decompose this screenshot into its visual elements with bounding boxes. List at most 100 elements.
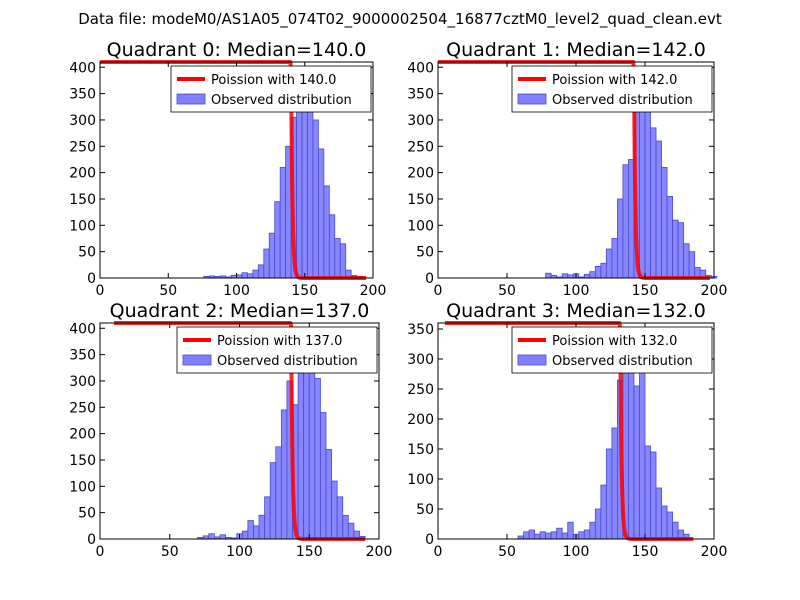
histogram-bar (534, 533, 541, 540)
histogram-bar (650, 127, 657, 279)
histogram-bar (328, 214, 336, 279)
histogram-bar (252, 269, 259, 279)
y-tick-label: 100 (69, 218, 96, 234)
histogram-bar (578, 531, 585, 540)
histogram-bar (274, 201, 281, 279)
y-tick-label: 300 (407, 113, 434, 129)
x-tick-label: 200 (701, 544, 728, 560)
histogram-bar (325, 449, 332, 540)
x-tick-label: 0 (434, 544, 443, 560)
histogram-bar (545, 532, 552, 540)
histogram-bar (611, 238, 618, 279)
histogram-bar (320, 412, 327, 540)
x-tick-label: 50 (161, 544, 179, 560)
histogram-bar (683, 243, 690, 279)
figure-suptitle: Data file: modeM0/AS1A05_074T02_90000025… (78, 10, 722, 29)
histogram-bar (314, 377, 321, 540)
histogram-bar (666, 511, 674, 540)
legend: Poission with 140.0 Observed distribution (170, 65, 372, 113)
panel-title: Quadrant 2: Median=137.0 (110, 300, 370, 322)
histogram-bar (219, 534, 226, 540)
x-tick-label: 100 (223, 283, 250, 299)
histogram-bar (269, 462, 277, 540)
histogram-bar (347, 522, 355, 540)
histogram-bar (561, 532, 569, 540)
legend-label-observed: Observed distribution (217, 354, 358, 369)
histogram-bar (583, 273, 591, 279)
y-tick-label: 0 (425, 271, 434, 287)
x-tick-label: 50 (498, 544, 516, 560)
histogram-bar (539, 531, 547, 540)
x-tick-label: 150 (632, 283, 659, 299)
histogram-bar (247, 520, 254, 540)
histogram-bar (639, 361, 646, 540)
histogram-bar (688, 251, 696, 279)
histogram-bar (253, 525, 260, 540)
chart-panel-2: Quadrant 2: Median=137.0 0 50 100 150 200 0 50 1… (69, 300, 392, 560)
y-tick-label: 400 (69, 60, 96, 76)
panel-title: Quadrant 1: Median=142.0 (446, 39, 706, 61)
legend-bar-swatch (176, 93, 206, 105)
y-tick-label: 250 (69, 139, 96, 155)
legend-label-poisson: Poission with 142.0 (552, 73, 677, 88)
histogram-bar (561, 273, 569, 279)
histogram-bar (567, 521, 574, 540)
x-tick-label: 0 (434, 283, 443, 299)
y-tick-label: 50 (78, 245, 96, 261)
histogram-bar (528, 529, 536, 540)
histogram-bar (594, 266, 602, 279)
legend-bar-swatch (517, 93, 547, 105)
histogram-bar (600, 262, 607, 279)
histogram-bar (258, 514, 266, 540)
x-tick-label: 150 (632, 544, 659, 560)
panel-title: Quadrant 0: Median=140.0 (107, 39, 367, 61)
histogram-bar (589, 271, 596, 279)
histogram-bar (644, 445, 651, 540)
y-tick-label: 150 (69, 453, 96, 469)
y-tick-label: 300 (69, 113, 96, 129)
y-tick-label: 50 (78, 506, 96, 522)
histogram-bar (622, 164, 629, 279)
x-tick-label: 200 (360, 283, 387, 299)
histogram-bar (317, 148, 325, 279)
legend-bar-swatch (182, 354, 212, 366)
y-tick-label: 150 (69, 192, 96, 208)
x-tick-label: 100 (563, 283, 590, 299)
histogram-bar (264, 496, 271, 540)
histogram-bar (241, 530, 249, 540)
histogram-bar (677, 222, 685, 279)
histogram-bar (666, 195, 674, 279)
histogram-bar (257, 264, 265, 279)
y-tick-label: 50 (416, 245, 434, 261)
legend-label-poisson: Poission with 140.0 (211, 73, 336, 88)
histogram-bar (339, 243, 347, 279)
y-tick-label: 350 (407, 322, 434, 338)
y-tick-label: 200 (407, 412, 434, 428)
legend-label-observed: Observed distribution (552, 93, 693, 108)
legend-label-poisson: Poission with 137.0 (217, 334, 342, 349)
y-tick-label: 200 (69, 427, 96, 443)
histogram-bar (633, 385, 640, 540)
y-tick-label: 150 (407, 442, 434, 458)
histogram-bar (323, 185, 330, 279)
x-tick-label: 100 (563, 544, 590, 560)
histogram-bar (556, 527, 563, 540)
y-tick-label: 350 (69, 87, 96, 103)
legend: Poission with 132.0 Observed distribution (511, 326, 713, 374)
histogram-bar (308, 364, 316, 540)
chart-panel-1: Quadrant 1: Median=142.0 0 50 100 150 200 0 50 1… (407, 39, 727, 299)
panel-title: Quadrant 3: Median=132.0 (446, 300, 706, 322)
histogram-bar (336, 496, 344, 540)
y-tick-label: 0 (425, 532, 434, 548)
histogram-bar (617, 198, 624, 279)
y-tick-label: 150 (407, 192, 434, 208)
histogram-bar (342, 514, 349, 540)
y-tick-label: 350 (407, 87, 434, 103)
y-tick-label: 100 (69, 479, 96, 495)
histogram-bar (650, 451, 657, 540)
x-tick-label: 50 (498, 283, 516, 299)
legend-label-observed: Observed distribution (552, 354, 693, 369)
x-tick-label: 200 (701, 283, 728, 299)
x-tick-label: 0 (96, 283, 105, 299)
y-tick-label: 50 (416, 502, 434, 518)
